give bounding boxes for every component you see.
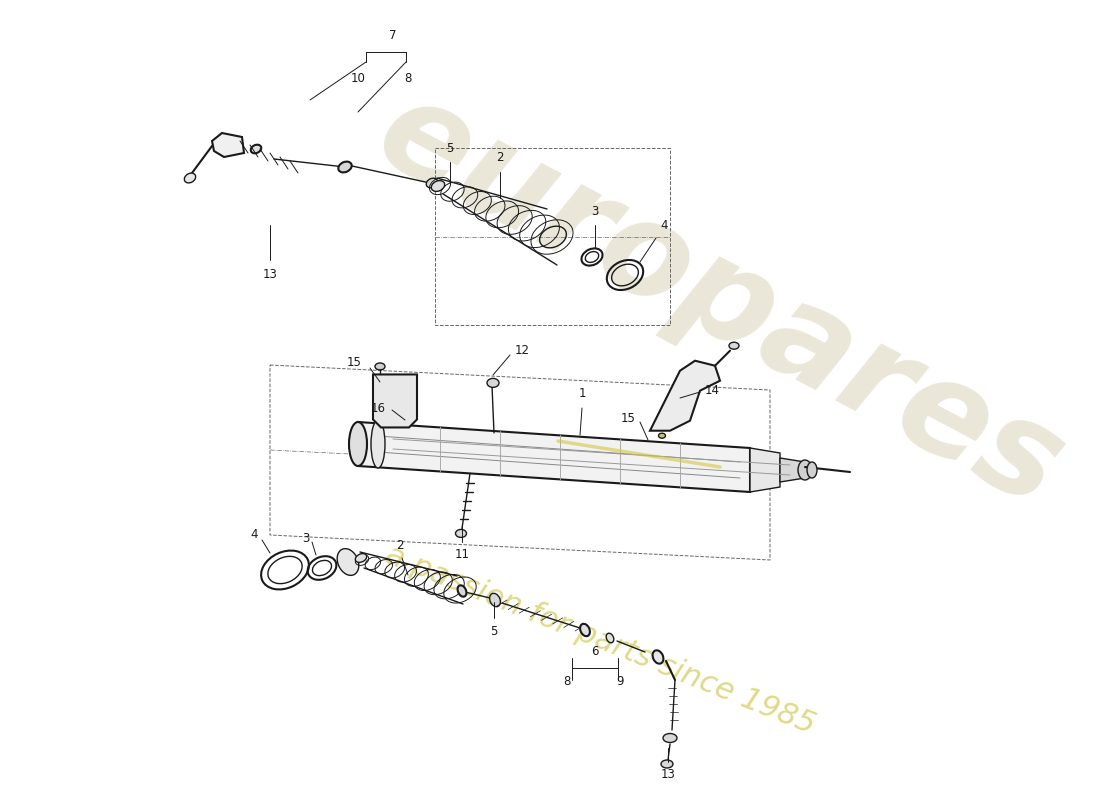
Ellipse shape bbox=[652, 650, 663, 664]
Ellipse shape bbox=[580, 624, 590, 636]
Text: europares: europares bbox=[356, 66, 1084, 534]
Ellipse shape bbox=[458, 586, 466, 597]
Ellipse shape bbox=[798, 460, 812, 480]
Text: 2: 2 bbox=[496, 151, 504, 164]
Text: 2: 2 bbox=[396, 539, 404, 552]
Text: 1: 1 bbox=[579, 387, 585, 400]
Polygon shape bbox=[780, 458, 805, 482]
Text: 13: 13 bbox=[661, 768, 675, 781]
Polygon shape bbox=[358, 422, 750, 492]
Ellipse shape bbox=[661, 760, 673, 768]
Text: 16: 16 bbox=[371, 402, 386, 414]
Polygon shape bbox=[373, 374, 417, 427]
Polygon shape bbox=[750, 448, 780, 492]
Text: 12: 12 bbox=[515, 343, 530, 357]
Text: 10: 10 bbox=[351, 72, 365, 85]
Text: 4: 4 bbox=[251, 529, 258, 542]
Ellipse shape bbox=[251, 145, 262, 154]
Ellipse shape bbox=[729, 342, 739, 350]
Text: 15: 15 bbox=[621, 411, 636, 425]
Text: 5: 5 bbox=[447, 142, 453, 155]
Ellipse shape bbox=[375, 363, 385, 370]
Ellipse shape bbox=[490, 594, 500, 606]
Text: 9: 9 bbox=[616, 675, 624, 688]
Ellipse shape bbox=[371, 420, 385, 468]
Ellipse shape bbox=[349, 422, 367, 466]
Text: 7: 7 bbox=[389, 29, 397, 42]
Ellipse shape bbox=[355, 554, 366, 562]
Text: 15: 15 bbox=[348, 355, 362, 369]
Ellipse shape bbox=[659, 434, 666, 438]
Ellipse shape bbox=[426, 178, 438, 188]
Text: 5: 5 bbox=[491, 625, 497, 638]
Text: 11: 11 bbox=[454, 548, 470, 561]
Ellipse shape bbox=[606, 634, 614, 642]
Ellipse shape bbox=[663, 734, 676, 742]
Text: 14: 14 bbox=[705, 383, 720, 397]
Text: 8: 8 bbox=[563, 675, 571, 688]
Ellipse shape bbox=[185, 173, 196, 183]
Text: 6: 6 bbox=[592, 645, 598, 658]
Ellipse shape bbox=[455, 530, 466, 538]
Polygon shape bbox=[650, 361, 721, 430]
Ellipse shape bbox=[339, 162, 352, 173]
Ellipse shape bbox=[431, 181, 444, 191]
Text: 3: 3 bbox=[592, 205, 598, 218]
Ellipse shape bbox=[807, 462, 817, 478]
Ellipse shape bbox=[338, 549, 359, 575]
Text: 4: 4 bbox=[660, 219, 668, 232]
Text: 13: 13 bbox=[263, 268, 277, 281]
Text: 3: 3 bbox=[302, 531, 310, 545]
Text: 8: 8 bbox=[405, 72, 411, 85]
Text: a passion for parts since 1985: a passion for parts since 1985 bbox=[381, 540, 820, 740]
Ellipse shape bbox=[487, 378, 499, 387]
Polygon shape bbox=[212, 133, 244, 157]
